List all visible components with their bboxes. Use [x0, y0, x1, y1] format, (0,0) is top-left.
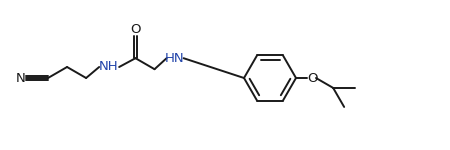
Text: N: N [16, 72, 26, 84]
Text: HN: HN [165, 52, 184, 65]
Text: O: O [308, 72, 318, 84]
Text: NH: NH [99, 60, 118, 74]
Text: O: O [130, 23, 141, 36]
